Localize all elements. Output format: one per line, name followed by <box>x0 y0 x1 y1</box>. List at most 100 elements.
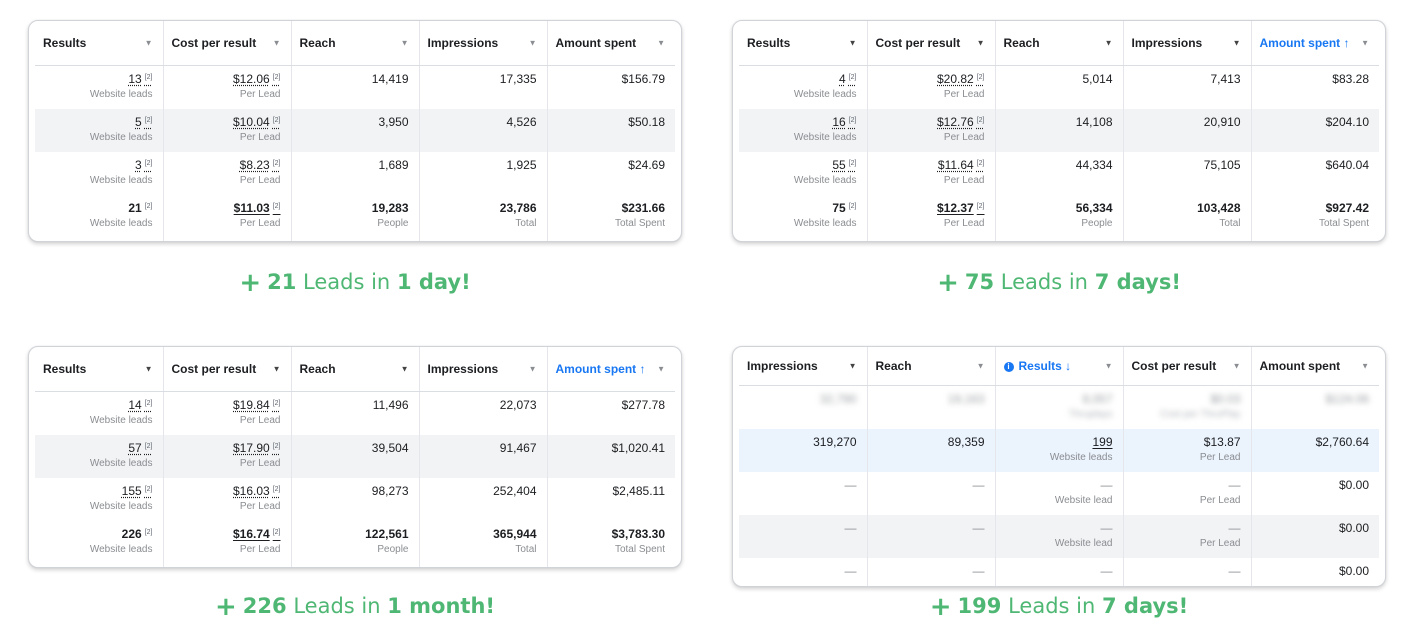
impressions-cell: 252,404 <box>419 478 548 521</box>
cost-value[interactable]: $12.76 [2] <box>937 115 985 129</box>
results-value[interactable]: 155 [2] <box>121 484 153 498</box>
sort-caret-icon[interactable]: ▼ <box>400 38 409 48</box>
results-table-panel-4: Impressions ▼ Reach ▼ i Results ↓ ▼ Cost per… <box>732 346 1386 587</box>
sort-caret-icon[interactable]: ▼ <box>144 364 153 374</box>
column-header-cost-per-result[interactable]: Cost per result ▼ <box>1123 347 1252 386</box>
results-value[interactable]: 16 [2] <box>832 115 857 129</box>
column-header-impressions[interactable]: Impressions ▼ <box>419 347 548 392</box>
results-value[interactable]: 4 [2] <box>839 72 857 86</box>
results-value[interactable]: 14 [2] <box>128 398 153 412</box>
sort-caret-icon[interactable]: ▼ <box>272 364 281 374</box>
leads-caption: +75 Leads in 7 days! <box>937 268 1181 298</box>
results-table: Results ▼ Cost per result ▼ Reach ▼ Impress… <box>739 21 1379 241</box>
impressions-cell: 75,105 <box>1123 152 1252 195</box>
reach-cell: 98,273 <box>291 478 420 521</box>
reach-cell: 3,950 <box>291 109 420 152</box>
cost-value[interactable]: $10.04 [2] <box>233 115 281 129</box>
sort-caret-icon[interactable]: ▼ <box>976 361 985 371</box>
sort-caret-icon[interactable]: ▼ <box>1232 38 1241 48</box>
amount-spent-cell: $0.00 <box>1251 515 1379 558</box>
total-impressions: 103,428 <box>1197 201 1241 215</box>
column-header-amount-spent[interactable]: Amount spent ▼ <box>547 21 675 66</box>
column-header-amount-spent[interactable]: Amount spent ↑ ▼ <box>547 347 675 392</box>
amount-spent-cell: $0.00 <box>1338 478 1369 492</box>
column-header-reach[interactable]: Reach ▼ <box>291 347 420 392</box>
sort-caret-icon[interactable]: ▼ <box>848 38 857 48</box>
results-value[interactable]: 13 [2] <box>128 72 153 86</box>
table-row: 155 [2] Website leads $16.03 [2] Per Lead 98… <box>35 478 675 521</box>
table-row-highlighted[interactable]: 319,270 89,359 199 Website leads $13.87 Pe… <box>739 429 1379 472</box>
total-results: 75 [2] <box>832 201 857 215</box>
amount-spent-cell: $204.10 <box>1251 109 1379 152</box>
sort-caret-icon[interactable]: ▼ <box>657 38 665 48</box>
sort-caret-icon[interactable]: ▼ <box>528 364 537 374</box>
plus-icon: + <box>937 268 959 298</box>
total-amount-spent: $927.42 <box>1325 201 1369 215</box>
results-value[interactable]: 55 [2] <box>832 158 857 172</box>
column-header-cost-per-result[interactable]: Cost per result ▼ <box>867 21 996 66</box>
sort-caret-icon[interactable]: ▼ <box>976 38 985 48</box>
column-header-impressions[interactable]: Impressions ▼ <box>1123 21 1252 66</box>
cost-value[interactable]: $8.23 [2] <box>239 158 281 172</box>
sort-caret-icon[interactable]: ▼ <box>272 38 281 48</box>
reach-cell: 89,359 <box>867 429 996 472</box>
cost-value[interactable]: $19.84 [2] <box>233 398 281 412</box>
column-header-results[interactable]: Results ▼ <box>35 347 164 392</box>
leads-caption: +21 Leads in 1 day! <box>239 268 471 298</box>
table-row: 3 [2] Website leads $8.23 [2] Per Lead 1,689… <box>35 152 675 195</box>
cost-value[interactable]: $17.90 [2] <box>233 441 281 455</box>
table-row: 13 [2] Website leads $12.06 [2] Per Lead 14,… <box>35 65 675 109</box>
sort-caret-icon[interactable]: ▼ <box>1104 361 1113 371</box>
column-header-reach[interactable]: Reach ▼ <box>867 347 996 386</box>
sort-caret-icon[interactable]: ▼ <box>1361 38 1369 48</box>
table-row: 57 [2] Website leads $17.90 [2] Per Lead 39,… <box>35 435 675 478</box>
column-header-reach[interactable]: Reach ▼ <box>995 21 1124 66</box>
info-icon[interactable]: i <box>1003 362 1014 372</box>
column-header-impressions[interactable]: Impressions ▼ <box>739 347 868 386</box>
sort-caret-icon[interactable]: ▼ <box>1361 361 1369 371</box>
cost-value: $13.87 <box>1203 435 1241 449</box>
amount-spent-cell: $2,760.64 <box>1251 429 1379 472</box>
amount-spent-cell: $83.28 <box>1332 72 1369 86</box>
reach-cell: 39,504 <box>291 435 420 478</box>
cost-value[interactable]: $12.06 [2] <box>233 72 281 86</box>
amount-spent-cell: $2,485.11 <box>612 484 666 498</box>
results-table-panel-2: Results ▼ Cost per result ▼ Reach ▼ Impress… <box>732 20 1386 242</box>
column-header-cost-per-result[interactable]: Cost per result ▼ <box>163 347 292 392</box>
sort-caret-icon[interactable]: ▼ <box>1232 361 1241 371</box>
leads-caption: +199 Leads in 7 days! <box>929 592 1189 622</box>
column-header-amount-spent[interactable]: Amount spent ↑ ▼ <box>1251 21 1379 66</box>
results-value[interactable]: 199 <box>1092 435 1113 449</box>
total-cost[interactable]: $11.03 [2] <box>233 201 281 215</box>
sort-caret-icon[interactable]: ▼ <box>400 364 409 374</box>
results-value[interactable]: 3 [2] <box>135 158 153 172</box>
column-header-cost-per-result[interactable]: Cost per result ▼ <box>163 21 292 66</box>
amount-spent-cell: $277.78 <box>621 398 665 412</box>
impressions-cell: 319,270 <box>739 429 868 472</box>
sort-caret-icon[interactable]: ▼ <box>657 364 665 374</box>
cost-value[interactable]: $16.03 [2] <box>233 484 281 498</box>
reach-cell: 14,108 <box>995 109 1124 152</box>
sort-caret-icon[interactable]: ▼ <box>848 361 857 371</box>
results-table: Results ▼ Cost per result ▼ Reach ▼ Impress… <box>35 347 675 567</box>
column-header-results[interactable]: i Results ↓ ▼ <box>995 347 1124 386</box>
sort-caret-icon[interactable]: ▼ <box>1104 38 1113 48</box>
column-header-results[interactable]: Results ▼ <box>739 21 868 66</box>
total-results: 21 [2] <box>128 201 153 215</box>
impressions-cell: 1,925 <box>419 152 548 195</box>
blurred-row: 32,790 19,163 8,057 Thruplays $0.03 Cost p… <box>739 385 1379 429</box>
column-header-results[interactable]: Results ▼ <box>35 21 164 66</box>
sort-caret-icon[interactable]: ▼ <box>144 38 153 48</box>
column-header-impressions[interactable]: Impressions ▼ <box>419 21 548 66</box>
cost-value[interactable]: $11.64 [2] <box>937 158 985 172</box>
results-value[interactable]: 5 [2] <box>135 115 153 129</box>
column-header-amount-spent[interactable]: Amount spent ▼ <box>1251 347 1379 386</box>
results-table-panel-1: Results ▼ Cost per result ▼ Reach ▼ Impress… <box>28 20 682 242</box>
total-cost[interactable]: $16.74 [2] <box>233 527 281 541</box>
results-value[interactable]: 57 [2] <box>128 441 153 455</box>
cost-value[interactable]: $20.82 [2] <box>937 72 985 86</box>
sort-caret-icon[interactable]: ▼ <box>528 38 537 48</box>
column-header-reach[interactable]: Reach ▼ <box>291 21 420 66</box>
impressions-cell: 17,335 <box>419 65 548 109</box>
total-cost[interactable]: $12.37 [2] <box>937 201 985 215</box>
